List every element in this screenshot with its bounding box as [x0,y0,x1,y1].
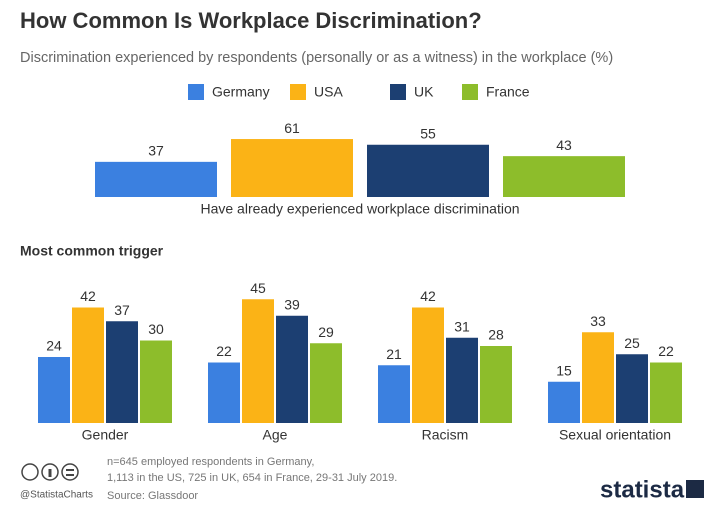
chart-subtitle: Discrimination experienced by respondent… [20,50,613,66]
icon [21,463,39,481]
value-label: 33 [590,313,606,329]
value-label: 39 [284,296,300,312]
legend-swatch [188,84,204,100]
value-label: 30 [148,321,164,337]
icon [61,463,79,481]
bar [242,299,274,423]
value-label: 15 [556,362,572,378]
x-tick-label: Age [263,427,288,443]
value-label: 25 [624,335,640,351]
bar [446,337,478,423]
value-label: 43 [556,137,572,153]
bar [367,144,489,197]
footer-icons [21,463,79,481]
legend-swatch [462,84,478,100]
value-label: 24 [46,338,62,354]
value-label: 42 [80,288,96,304]
bar [503,156,625,197]
footnote: 1,113 in the US, 725 in UK, 654 in Franc… [107,472,397,484]
handle: @StatistaCharts [20,490,93,501]
value-label: 61 [284,120,300,136]
bar [480,346,512,423]
chart-title: How Common Is Workplace Discrimination? [20,8,482,33]
value-label: 42 [420,288,436,304]
bar [276,315,308,423]
bar [650,362,682,423]
bar [72,307,104,423]
icon [41,463,59,481]
bar [616,354,648,423]
legend-label: France [486,84,530,100]
bar [548,381,580,423]
bar [582,332,614,423]
icon [48,469,52,477]
x-tick-label: Sexual orientation [559,427,671,443]
bar [378,365,410,423]
legend-label: UK [414,84,434,100]
legend-label: USA [314,84,343,100]
value-label: 22 [658,343,674,359]
bar [412,307,444,423]
x-tick-label: Racism [422,427,469,443]
value-label: 31 [454,318,470,334]
bar [106,321,138,423]
value-label: 37 [114,302,130,318]
bar [38,357,70,423]
bar [231,139,353,197]
value-label: 21 [386,346,402,362]
legend-swatch [290,84,306,100]
bar [208,362,240,423]
value-label: 28 [488,327,504,343]
bar [310,343,342,423]
legend-label: Germany [212,84,270,100]
value-label: 55 [420,125,436,141]
logo-icon [686,480,704,498]
bar [95,161,217,197]
source: Source: Glassdoor [107,490,198,502]
x-tick-label: Have already experienced workplace discr… [200,201,519,217]
value-label: 45 [250,280,266,296]
footnote: n=645 employed respondents in Germany, [107,456,314,468]
icon [66,469,74,471]
bar [140,340,172,423]
x-tick-label: Gender [82,427,129,443]
value-label: 37 [148,143,164,159]
legend-swatch [390,84,406,100]
value-label: 22 [216,343,232,359]
icon [66,474,74,476]
logo: statista [600,476,685,503]
section-title: Most common trigger [20,243,164,259]
value-label: 29 [318,324,334,340]
